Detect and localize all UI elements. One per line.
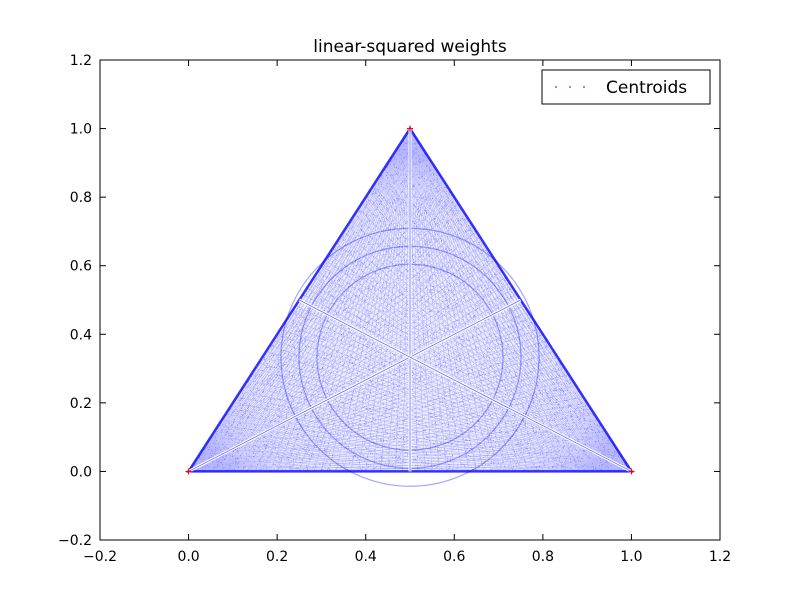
centroid-points: [191, 132, 628, 472]
vertex-markers: [185, 125, 635, 475]
plot-frame: [99, 59, 721, 541]
y-tick-label: 0.8: [70, 190, 92, 206]
data-layer: [186, 126, 634, 487]
legend-dot: [555, 86, 557, 88]
x-tick-label: 1.0: [620, 549, 642, 565]
median-line: [299, 299, 632, 472]
legend-label-centroids: Centroids: [606, 78, 687, 98]
axes: −0.2 0.0 0.2 0.4 0.6 0.8 1.0 1.2 −0.2 0.0 0.2 0.4 0.…: [58, 53, 731, 565]
legend-marker-centroids: [555, 86, 585, 88]
x-tick-label: 0.4: [355, 549, 377, 565]
y-tick-label: 0.6: [70, 259, 92, 275]
x-tick-label: 0.8: [532, 549, 554, 565]
legend: Centroids: [541, 69, 711, 105]
y-tick-label: −0.2: [58, 533, 92, 549]
legend-dot: [569, 86, 571, 88]
y-tick-label: 0.2: [70, 396, 92, 412]
x-tick-label: 0.0: [177, 549, 199, 565]
y-tick-label: 1.2: [70, 53, 92, 69]
vertex-marker: [185, 468, 192, 475]
x-tick-label: 0.6: [443, 549, 465, 565]
x-tick-label: 0.2: [266, 549, 288, 565]
vertex-marker: [407, 125, 413, 132]
x-tick-label: 1.2: [709, 549, 731, 565]
y-tick-label: 0.0: [70, 464, 92, 480]
median-line: [188, 299, 521, 472]
x-tick-label: −0.2: [83, 549, 117, 565]
legend-dot: [583, 86, 585, 88]
y-tick-label: 1.0: [70, 122, 92, 138]
y-tick-label: 0.4: [70, 327, 92, 343]
chart-title: linear-squared weights: [313, 37, 507, 57]
vertex-marker: [628, 468, 635, 475]
centroid-fan-lines: [188, 128, 632, 472]
